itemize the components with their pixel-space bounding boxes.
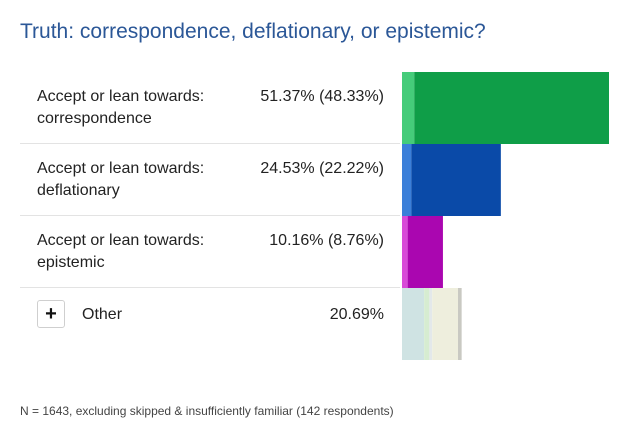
bar-segment-3-3 [432, 288, 459, 360]
expand-plus-icon[interactable]: + [37, 300, 65, 328]
row-label: Other [82, 306, 123, 323]
result-row-correspondence: Accept or lean towards: correspondence 5… [20, 72, 400, 144]
bar-segment-3-0 [402, 288, 425, 360]
row-value: 51.37% (48.33%) [260, 88, 384, 105]
row-label: Accept or lean towards: epistemic [37, 232, 205, 271]
bar-segment-2-1 [407, 216, 443, 288]
row-value: 20.69% [329, 306, 384, 323]
bar-segment-3-2 [429, 288, 433, 360]
bar-segment-3-4 [458, 288, 462, 360]
bar-segment-0-1 [414, 72, 609, 144]
bar-chart-svg [402, 72, 609, 360]
bar-segment-3-1 [424, 288, 430, 360]
chart-title: Truth: correspondence, deflationary, or … [20, 20, 486, 43]
bar-segment-1-1 [411, 144, 501, 216]
bar-segment-0-0 [402, 72, 415, 144]
results-table: Accept or lean towards: correspondence 5… [20, 72, 400, 360]
result-row-other[interactable]: + Other 20.69% [20, 288, 400, 360]
bar-segment-1-0 [402, 144, 412, 216]
result-row-epistemic: Accept or lean towards: epistemic 10.16%… [20, 216, 400, 288]
bar-chart [402, 72, 612, 362]
row-label: Accept or lean towards: deflationary [37, 160, 205, 199]
row-label: Accept or lean towards: correspondence [37, 88, 205, 127]
row-value: 10.16% (8.76%) [269, 232, 384, 249]
footnote: N = 1643, excluding skipped & insufficie… [20, 404, 394, 418]
result-row-deflationary: Accept or lean towards: deflationary 24.… [20, 144, 400, 216]
bar-segment-2-0 [402, 216, 408, 288]
row-value: 24.53% (22.22%) [260, 160, 384, 177]
